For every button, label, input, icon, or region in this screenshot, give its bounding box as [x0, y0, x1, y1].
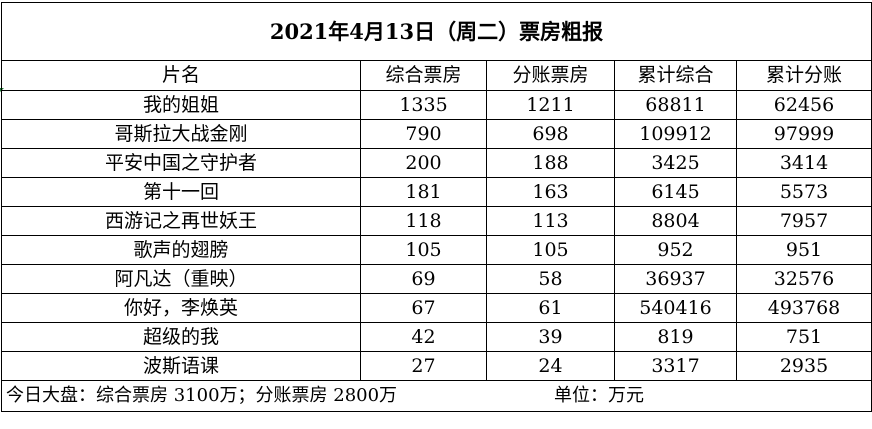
gross-cell[interactable]: 105 [360, 235, 487, 265]
film-name-cell[interactable]: 西游记之再世妖王 [1, 206, 361, 236]
split-cell[interactable]: 24 [486, 351, 615, 381]
footer-row: 今日大盘：综合票房 3100万；分账票房 2800万 单位：万元 [1, 380, 872, 412]
cum-gross-cell[interactable]: 952 [614, 235, 737, 265]
cum-split-cell[interactable]: 951 [736, 235, 872, 265]
cum-gross-cell[interactable]: 36937 [614, 264, 737, 294]
gross-cell[interactable]: 69 [360, 264, 487, 294]
split-cell[interactable]: 188 [486, 148, 615, 178]
table-row: 西游记之再世妖王 118 113 8804 7957 [1, 206, 872, 236]
split-cell[interactable]: 105 [486, 235, 615, 265]
film-name-cell[interactable]: 哥斯拉大战金刚 [1, 119, 361, 149]
gross-cell[interactable]: 42 [360, 322, 487, 352]
cum-split-cell[interactable]: 7957 [736, 206, 872, 236]
cum-gross-cell[interactable]: 3425 [614, 148, 737, 178]
film-name-cell[interactable]: 波斯语课 [1, 351, 361, 381]
film-name-cell[interactable]: 你好，李焕英 [1, 293, 361, 323]
film-name-cell[interactable]: 阿凡达（重映） [1, 264, 361, 294]
cum-split-cell[interactable]: 3414 [736, 148, 872, 178]
gross-cell[interactable]: 118 [360, 206, 487, 236]
split-cell[interactable]: 61 [486, 293, 615, 323]
report-title[interactable]: 2021年4月13日（周二）票房粗报 [1, 2, 872, 61]
table-row: 超级的我 42 39 819 751 [1, 322, 872, 352]
gross-cell[interactable]: 790 [360, 119, 487, 149]
header-film-name[interactable]: 片名 [1, 60, 361, 91]
cum-gross-cell[interactable]: 8804 [614, 206, 737, 236]
gross-cell[interactable]: 181 [360, 177, 487, 207]
header-cum-gross[interactable]: 累计综合 [614, 60, 737, 91]
split-cell[interactable]: 163 [486, 177, 615, 207]
cum-split-cell[interactable]: 62456 [736, 90, 872, 120]
cum-split-cell[interactable]: 751 [736, 322, 872, 352]
cum-gross-cell[interactable]: 819 [614, 322, 737, 352]
header-cum-split[interactable]: 累计分账 [736, 60, 872, 91]
film-name-cell[interactable]: 我的姐姐 [1, 90, 361, 120]
gross-cell[interactable]: 67 [360, 293, 487, 323]
table-row: 波斯语课 27 24 3317 2935 [1, 351, 872, 381]
split-cell[interactable]: 113 [486, 206, 615, 236]
cum-split-cell[interactable]: 32576 [736, 264, 872, 294]
film-name-cell[interactable]: 歌声的翅膀 [1, 235, 361, 265]
cum-gross-cell[interactable]: 3317 [614, 351, 737, 381]
table-row: 阿凡达（重映） 69 58 36937 32576 [1, 264, 872, 294]
footer-cell[interactable]: 今日大盘：综合票房 3100万；分账票房 2800万 单位：万元 [1, 380, 872, 412]
cum-split-cell[interactable]: 493768 [736, 293, 872, 323]
table-row: 我的姐姐 1335 1211 68811 62456 [1, 90, 872, 120]
split-cell[interactable]: 58 [486, 264, 615, 294]
cum-gross-cell[interactable]: 540416 [614, 293, 737, 323]
film-name-cell[interactable]: 第十一回 [1, 177, 361, 207]
header-row: 片名 综合票房 分账票房 累计综合 累计分账 [1, 60, 872, 91]
gross-cell[interactable]: 27 [360, 351, 487, 381]
box-office-table: 2021年4月13日（周二）票房粗报 片名 综合票房 分账票房 累计综合 累计分… [1, 2, 872, 412]
split-cell[interactable]: 1211 [486, 90, 615, 120]
table-row: 平安中国之守护者 200 188 3425 3414 [1, 148, 872, 178]
film-name-cell[interactable]: 平安中国之守护者 [1, 148, 361, 178]
cum-gross-cell[interactable]: 6145 [614, 177, 737, 207]
gross-cell[interactable]: 1335 [360, 90, 487, 120]
table-row: 歌声的翅膀 105 105 952 951 [1, 235, 872, 265]
daily-total-text: 今日大盘：综合票房 3100万；分账票房 2800万 [6, 385, 398, 406]
cum-gross-cell[interactable]: 68811 [614, 90, 737, 120]
unit-text: 单位：万元 [554, 385, 644, 406]
table-row: 你好，李焕英 67 61 540416 493768 [1, 293, 872, 323]
cum-gross-cell[interactable]: 109912 [614, 119, 737, 149]
split-cell[interactable]: 698 [486, 119, 615, 149]
table-row: 第十一回 181 163 6145 5573 [1, 177, 872, 207]
title-row: 2021年4月13日（周二）票房粗报 [1, 2, 872, 61]
cum-split-cell[interactable]: 5573 [736, 177, 872, 207]
cum-split-cell[interactable]: 2935 [736, 351, 872, 381]
film-name-cell[interactable]: 超级的我 [1, 322, 361, 352]
split-cell[interactable]: 39 [486, 322, 615, 352]
table-row: 哥斯拉大战金刚 790 698 109912 97999 [1, 119, 872, 149]
header-gross[interactable]: 综合票房 [360, 60, 487, 91]
gross-cell[interactable]: 200 [360, 148, 487, 178]
cum-split-cell[interactable]: 97999 [736, 119, 872, 149]
header-split[interactable]: 分账票房 [486, 60, 615, 91]
